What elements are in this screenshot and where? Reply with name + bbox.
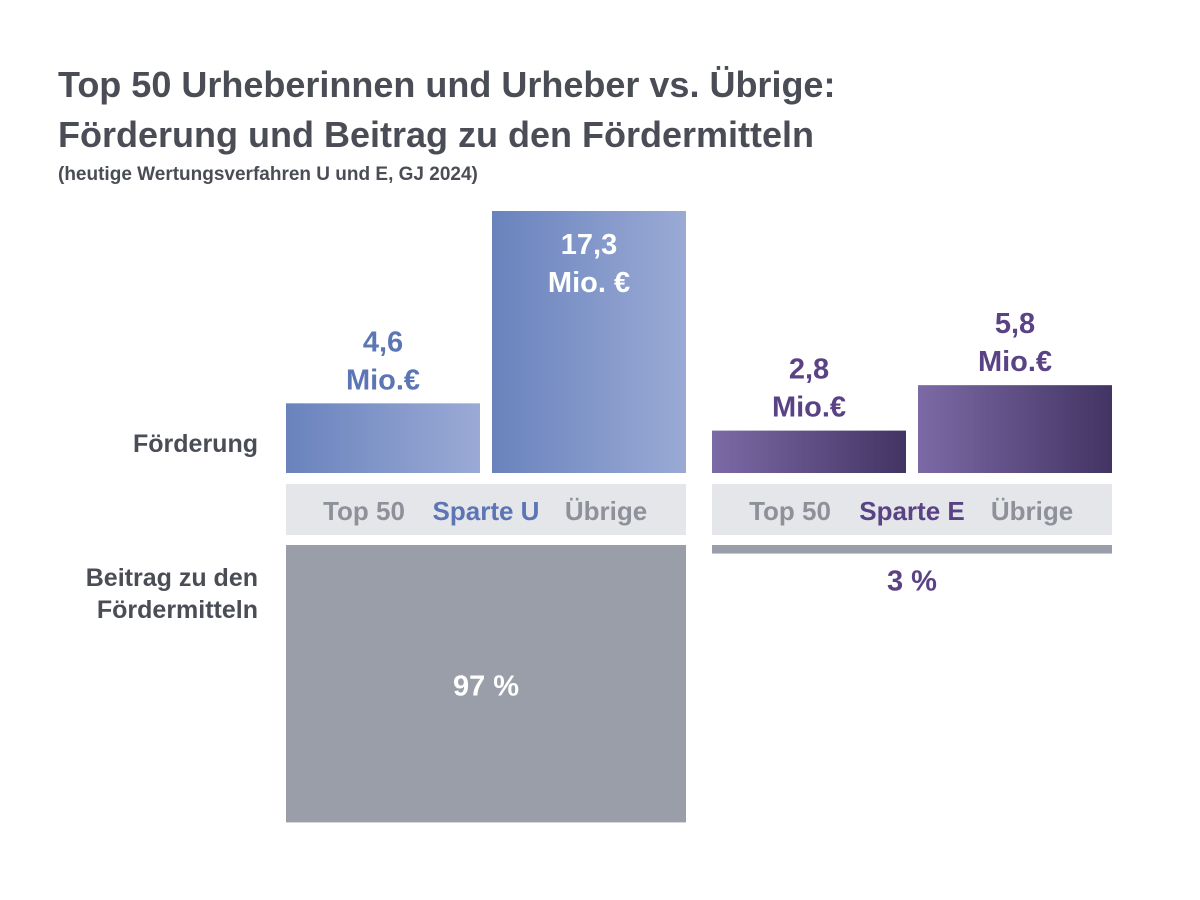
beitrag-label-sparte-e: 3 %	[887, 566, 937, 598]
value-label-sparte-e-top50-number: 2,8	[789, 354, 829, 386]
row-label-beitrag-line-2: Fördermitteln	[96, 596, 258, 624]
tick-label-sparte-e-uebrige: Übrige	[991, 496, 1073, 526]
tick-label-sparte-u-uebrige: Übrige	[565, 496, 647, 526]
row-label-foerderung: Förderung	[133, 430, 258, 458]
beitrag-label-sparte-u: 97 %	[453, 671, 519, 703]
row-label-beitrag-line-1: Beitrag zu den	[85, 564, 258, 592]
beitrag-bar-sparte-u	[286, 545, 686, 823]
tick-label-sparte-u-top50: Top 50	[323, 496, 405, 526]
bar-sparte-u-uebrige	[492, 211, 686, 473]
chart-title-line-2: Förderung und Beitrag zu den Fördermitte…	[58, 114, 814, 155]
value-label-sparte-u-uebrige-unit: Mio. €	[548, 267, 630, 299]
value-label-sparte-u-top50-number: 4,6	[363, 326, 403, 358]
row-label-beitrag: Beitrag zu den Fördermitteln	[86, 562, 258, 626]
category-band-sparte-e	[712, 484, 1112, 535]
bar-sparte-e-top50	[712, 430, 906, 473]
bar-sparte-u-top50	[286, 403, 480, 473]
value-label-sparte-e-top50-unit: Mio.€	[772, 392, 846, 424]
value-label-sparte-e-uebrige-unit: Mio.€	[978, 346, 1052, 378]
beitrag-bar-sparte-e	[712, 545, 1112, 554]
tick-label-sparte-e-top50: Top 50	[749, 496, 831, 526]
value-label-sparte-e-uebrige-number: 5,8	[995, 308, 1035, 340]
chart-title-line-1: Top 50 Urheberinnen und Urheber vs. Übri…	[58, 64, 836, 105]
group-label-sparte-u: Sparte U	[433, 496, 540, 526]
bar-sparte-e-uebrige	[918, 385, 1112, 473]
value-label-sparte-u-top50-unit: Mio.€	[346, 364, 420, 396]
value-label-sparte-u-uebrige-number: 17,3	[561, 229, 617, 261]
chart-subtitle: (heutige Wertungsverfahren U und E, GJ 2…	[58, 164, 478, 185]
group-label-sparte-e: Sparte E	[859, 496, 965, 526]
category-band-sparte-u	[286, 484, 686, 535]
